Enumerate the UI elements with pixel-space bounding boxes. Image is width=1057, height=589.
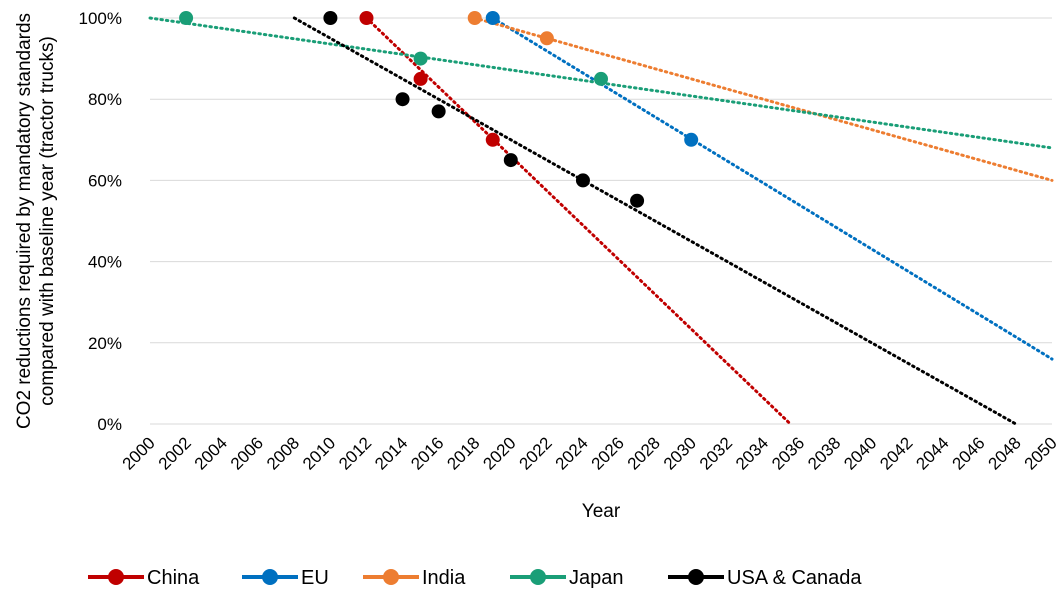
y-tick-label: 0% [97, 415, 122, 434]
x-tick-label: 2008 [263, 433, 303, 473]
x-tick-label: 2004 [191, 433, 231, 473]
y-tick-label: 40% [88, 253, 122, 272]
data-point-usa-canada [431, 104, 446, 119]
x-tick-label: 2038 [804, 433, 844, 473]
y-axis-title-line1: CO2 reductions required by mandatory sta… [14, 13, 35, 429]
x-tick-label: 2034 [732, 433, 772, 473]
legend-item: India [363, 567, 466, 589]
x-tick-labels: 2000200220042006200820102012201420162018… [119, 433, 1057, 473]
data-point-eu [684, 132, 699, 147]
x-tick-label: 2006 [227, 433, 267, 473]
data-point-eu [485, 11, 500, 25]
x-tick-label: 2026 [588, 433, 628, 473]
y-tick-label: 60% [88, 171, 122, 190]
data-point-india [467, 11, 482, 25]
trendline-eu [491, 16, 1054, 361]
data-point-japan [413, 51, 428, 66]
data-point-usa-canada [630, 193, 645, 208]
x-tick-label: 2040 [840, 433, 880, 473]
legend-swatch-marker [383, 569, 399, 585]
legend-item: EU [242, 567, 329, 589]
gridlines [150, 17, 1052, 425]
legend: China EU India Japan USA & Canada [88, 567, 862, 589]
y-tick-label: 80% [88, 90, 122, 109]
x-tick-label: 2022 [516, 433, 556, 473]
x-tick-label: 2042 [876, 433, 916, 473]
x-tick-label: 2018 [443, 433, 483, 473]
data-point-usa-canada [323, 11, 338, 25]
legend-label: Japan [569, 567, 624, 589]
data-point-china [485, 132, 500, 147]
data-point-india [539, 31, 554, 46]
legend-item: China [88, 567, 200, 589]
legend-swatch-marker [530, 569, 546, 585]
data-point-japan [179, 11, 194, 25]
data-point-usa-canada [503, 153, 518, 168]
legend-label: China [147, 567, 200, 589]
x-tick-label: 2014 [371, 433, 411, 473]
legend-label: EU [301, 567, 329, 589]
legend-label: India [422, 567, 466, 589]
x-tick-label: 2048 [985, 433, 1025, 473]
trendline-china [364, 16, 792, 426]
trendline-india [473, 16, 1054, 182]
y-tick-label: 20% [88, 334, 122, 353]
x-tick-label: 2012 [335, 433, 375, 473]
data-point-china [359, 11, 374, 25]
x-tick-label: 2036 [768, 433, 808, 473]
data-point-china [413, 71, 428, 86]
legend-item: USA & Canada [668, 567, 862, 589]
x-tick-label: 2020 [479, 433, 519, 473]
x-tick-label: 2044 [912, 433, 952, 473]
y-tick-labels: 0% 20% 40% 60% 80% 100% [79, 9, 122, 434]
x-tick-label: 2028 [624, 433, 664, 473]
data-point-japan [594, 71, 608, 86]
data-points [179, 11, 699, 208]
x-tick-label: 2030 [660, 433, 700, 473]
x-tick-label: 2002 [155, 433, 195, 473]
x-tick-label: 2050 [1021, 433, 1057, 473]
data-point-usa-canada [395, 92, 410, 107]
legend-swatch-marker [688, 569, 704, 585]
y-axis-title-line2: compared with baseline year (tractor tru… [37, 36, 58, 406]
legend-label: USA & Canada [727, 567, 862, 589]
x-tick-label: 2000 [119, 433, 159, 473]
legend-item: Japan [510, 567, 624, 589]
legend-swatch-marker [108, 569, 124, 585]
legend-swatch-marker [262, 569, 278, 585]
data-point-usa-canada [575, 173, 590, 188]
x-axis-title: Year [582, 501, 621, 522]
trendline-usa-canada [292, 16, 1018, 426]
y-tick-label: 100% [79, 9, 122, 28]
x-tick-label: 2046 [948, 433, 988, 473]
x-tick-label: 2032 [696, 433, 736, 473]
x-tick-label: 2016 [407, 433, 447, 473]
x-tick-label: 2024 [552, 433, 592, 473]
x-tick-label: 2010 [299, 433, 339, 473]
